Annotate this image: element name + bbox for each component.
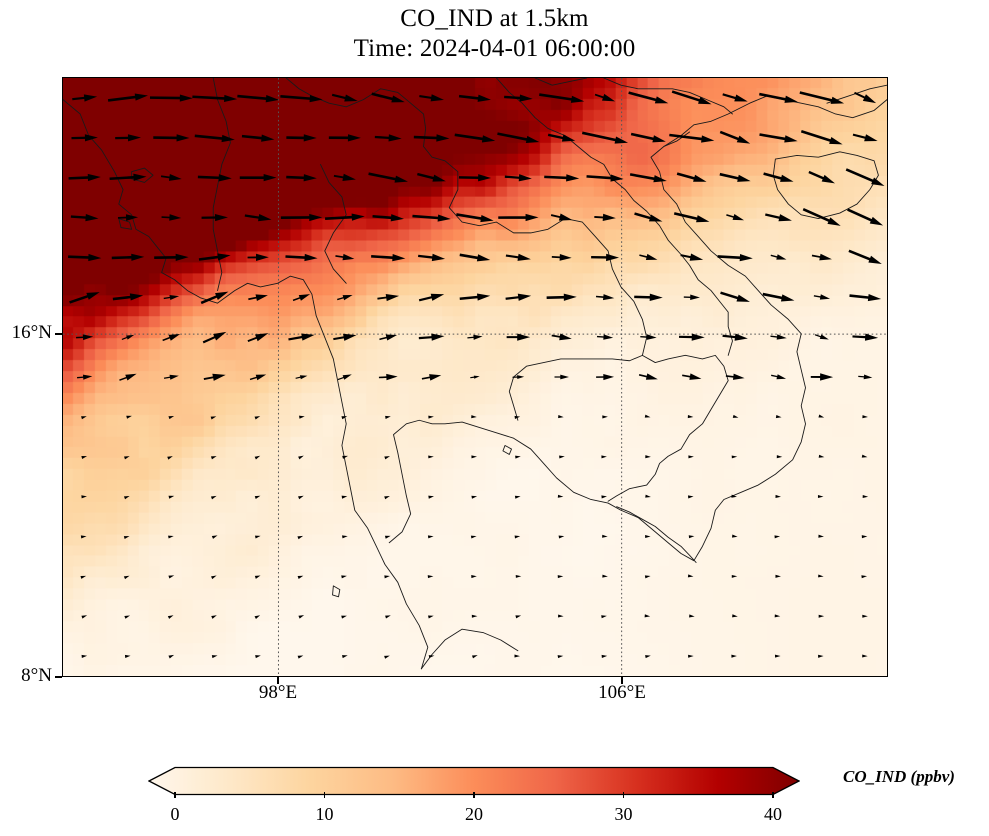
colorbar-tick-40: 40: [764, 804, 782, 824]
colorbar-axis-label: CO_IND (ppbv): [843, 767, 955, 786]
ytick-mark-8n: [55, 676, 62, 678]
colorbar-tick-10: 10: [315, 804, 334, 824]
title-line-time: Time: 2024-04-01 06:00:00: [353, 35, 636, 62]
colorbar-tickmark-30: [622, 792, 625, 798]
xtick-label-106e: 106°E: [598, 682, 646, 703]
colorbar-tickmark-40: [772, 792, 774, 798]
title-line-variable: CO_IND at 1.5km: [400, 5, 589, 32]
colorbar-body: [148, 766, 800, 796]
colorbar-tickmark-20: [473, 792, 475, 798]
xtick-mark-106e: [621, 677, 623, 684]
page-title: CO_IND at 1.5km Time: 2024-04-01 06:00:0…: [0, 4, 989, 64]
ytick-mark-16n: [55, 333, 62, 335]
colorbar-tickmark-10: [323, 792, 326, 798]
colorbar-tick-30: 30: [614, 804, 633, 824]
colorbar-tickmark-0: [174, 792, 176, 798]
ytick-label-16n: 16°N: [11, 322, 52, 343]
colorbar-tick-0: 0: [170, 804, 180, 824]
ytick-label-8n: 8°N: [21, 665, 52, 686]
xtick-mark-98e: [277, 677, 279, 684]
xtick-label-98e: 98°E: [258, 682, 298, 703]
map-plot-area[interactable]: [62, 77, 888, 677]
colorbar-tick-labels: 0 10 20 30 40: [0, 792, 989, 832]
colorbar-tick-20: 20: [465, 804, 483, 824]
concentration-heatmap-layer: [63, 78, 887, 676]
